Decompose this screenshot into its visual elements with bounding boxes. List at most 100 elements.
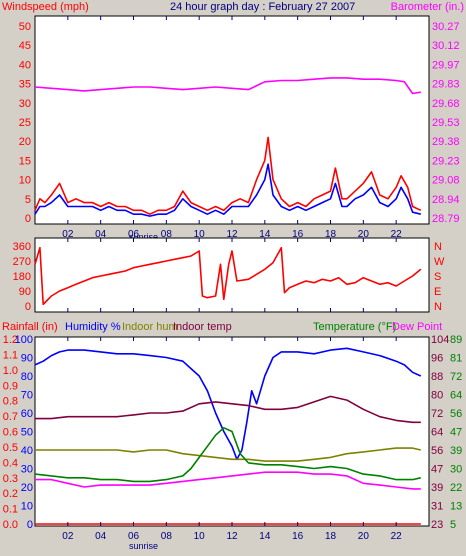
indoor-temp-line <box>35 395 421 424</box>
humidity-tick-label: 40 <box>21 445 33 457</box>
compass-tick-label: N <box>434 241 442 253</box>
temp2-tick-label: 81 <box>450 353 462 365</box>
rain-tick-label: 0.1 <box>3 504 18 516</box>
x-tick-label: 10 <box>194 229 206 240</box>
x-tick-label: 16 <box>292 229 304 240</box>
x-tick-label: 10 <box>194 531 206 542</box>
sunrise-label-1: sunrise <box>129 232 158 242</box>
temp2-tick-label: 64 <box>450 390 462 402</box>
rain-tick-label: 1.1 <box>3 349 18 361</box>
x-tick-label: 08 <box>161 229 173 240</box>
wind-x-ticks: 02 04 06 08 10 12 14 16 18 20 22 <box>62 16 402 240</box>
wind-direction-panel <box>34 237 430 313</box>
temp2-tick-label: 30 <box>450 464 462 476</box>
barometer-tick-label: 29.68 <box>432 98 460 110</box>
rain-tick-label: 1.2 <box>3 334 18 346</box>
temp2-tick-label: 5 <box>450 519 456 531</box>
temperature-right-ticks-2: 89 81 72 64 56 47 39 30 22 13 5 <box>450 334 462 531</box>
x-tick-label: 18 <box>325 531 337 542</box>
humidity-line <box>34 347 422 461</box>
temp-tick-label: 88 <box>431 371 443 383</box>
wind-tick-label: 30 <box>19 98 31 110</box>
wind-tick-label: 45 <box>19 40 31 52</box>
wind-tick-label: 35 <box>19 79 31 91</box>
temp-tick-label: 96 <box>431 353 443 365</box>
humidity-tick-label: 10 <box>21 501 33 513</box>
temp-tick-label: 104 <box>431 334 449 346</box>
barometer-right-axis-label: Barometer (in.) <box>391 1 464 13</box>
barometer-tick-label: 29.08 <box>432 175 460 187</box>
humidity-x-ticks: 02 04 06 08 10 12 14 16 18 20 22 <box>62 337 402 542</box>
temp-tick-label: 64 <box>431 427 443 439</box>
compass-tick-label: S <box>434 271 441 283</box>
temp-tick-label: 23 <box>431 519 443 531</box>
indoor-humidity-line <box>35 447 421 462</box>
x-tick-label: 08 <box>161 531 173 542</box>
dew-point-line <box>35 471 421 490</box>
rain-tick-label: 0.2 <box>3 488 18 500</box>
barometer-tick-label: 29.83 <box>432 79 460 91</box>
barometer-line <box>34 77 421 95</box>
x-tick-label: 20 <box>358 531 370 542</box>
wind-tick-label: 5 <box>25 194 31 206</box>
compass-tick-label: N <box>434 301 442 313</box>
x-tick-label: 16 <box>292 531 304 542</box>
temperature-line <box>34 426 421 483</box>
temp-tick-label: 80 <box>431 390 443 402</box>
x-tick-label: 12 <box>226 531 238 542</box>
x-tick-label: 22 <box>391 229 403 240</box>
temp2-tick-label: 13 <box>450 501 462 513</box>
barometer-tick-label: 30.27 <box>432 21 460 33</box>
temperature-right-ticks-1: 104 96 88 80 72 64 56 47 39 31 23 <box>431 334 449 531</box>
wind-tick-label: 50 <box>19 21 31 33</box>
rain-tick-label: 0.9 <box>3 380 18 392</box>
x-tick-label: 22 <box>391 531 403 542</box>
humidity-tick-label: 20 <box>21 482 33 494</box>
barometer-right-ticks: 30.27 30.12 29.97 29.83 29.68 29.53 29.38 29.23… <box>432 21 460 225</box>
rain-tick-label: 0.6 <box>3 427 18 439</box>
x-tick-label: 04 <box>95 531 107 542</box>
humidity-label: Humidity % <box>65 321 121 333</box>
barometer-tick-label: 28.79 <box>432 213 460 225</box>
temp2-tick-label: 39 <box>450 445 462 457</box>
wind-direction-line <box>34 246 422 306</box>
wind-tick-label: 15 <box>19 155 31 167</box>
barometer-tick-label: 29.53 <box>432 117 460 129</box>
barometer-tick-label: 29.23 <box>432 155 460 167</box>
wind-tick-label: 10 <box>19 175 31 187</box>
barometer-tick-label: 29.38 <box>432 136 460 148</box>
temp2-tick-label: 89 <box>450 334 462 346</box>
rain-tick-label: 0.8 <box>3 396 18 408</box>
barometer-tick-label: 30.12 <box>432 40 460 52</box>
rainfall-label: Rainfall (in) <box>2 321 58 333</box>
temp-tick-label: 72 <box>431 408 443 420</box>
humidity-tick-label: 100 <box>15 334 33 346</box>
barometer-tick-label: 28.94 <box>432 194 460 206</box>
x-tick-label: 06 <box>128 531 140 542</box>
direction-tick-label: 90 <box>19 286 31 298</box>
humidity-tick-label: 50 <box>21 427 33 439</box>
wind-left-axis-label: Windspeed (mph) <box>2 1 89 13</box>
indoor-temp-label: Indoor temp <box>173 321 232 333</box>
x-tick-label: 06 <box>128 229 140 240</box>
compass-tick-label: E <box>434 286 441 298</box>
x-tick-label: 18 <box>325 229 337 240</box>
temperature-label: Temperature (°F) <box>313 321 396 333</box>
x-tick-label: 14 <box>259 531 271 542</box>
x-tick-label: 20 <box>358 229 370 240</box>
temp2-tick-label: 72 <box>450 371 462 383</box>
temp2-tick-label: 22 <box>450 482 462 494</box>
wind-barometer-panel <box>34 15 430 225</box>
wind-tick-label: 20 <box>19 136 31 148</box>
humidity-temp-series <box>34 347 422 525</box>
rain-tick-label: 0.0 <box>3 519 18 531</box>
x-tick-label: 02 <box>62 229 74 240</box>
direction-tick-label: 0 <box>25 301 31 313</box>
humidity-tick-label: 0 <box>27 519 33 531</box>
direction-left-ticks: 360 270 180 90 0 <box>13 241 31 313</box>
barometer-tick-label: 29.97 <box>432 59 460 71</box>
